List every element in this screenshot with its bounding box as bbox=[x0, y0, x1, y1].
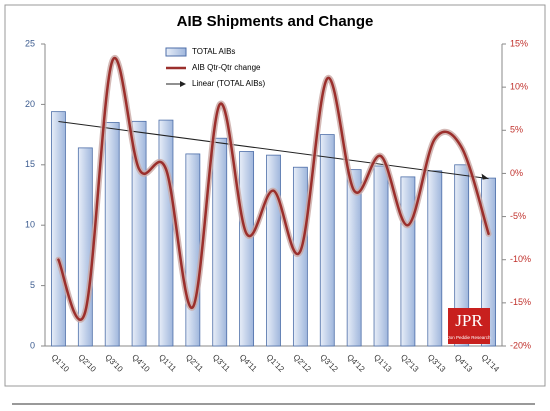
y2-tick-label: 0% bbox=[510, 168, 523, 178]
legend-arrow bbox=[180, 81, 186, 87]
bar bbox=[51, 111, 66, 347]
bar bbox=[427, 170, 443, 347]
y2-tick-label: -20% bbox=[510, 340, 531, 350]
legend-label: TOTAL AIBs bbox=[192, 47, 235, 56]
bar bbox=[319, 134, 335, 347]
bar bbox=[104, 122, 120, 347]
legend-label: AIB Qtr-Qtr change bbox=[192, 63, 261, 72]
y2-tick-label: -10% bbox=[510, 254, 531, 264]
line bbox=[57, 56, 490, 321]
y-tick-label: 15 bbox=[25, 159, 35, 169]
y-tick-label: 5 bbox=[30, 280, 35, 290]
logo bbox=[448, 308, 490, 344]
y2-tick-label: -15% bbox=[510, 297, 531, 307]
bar bbox=[346, 169, 362, 347]
y-tick-label: 20 bbox=[25, 99, 35, 109]
y2-tick-label: 15% bbox=[510, 38, 528, 48]
y-tick-label: 0 bbox=[30, 340, 35, 350]
bar bbox=[158, 119, 174, 347]
bar bbox=[212, 137, 228, 347]
y-tick-label: 10 bbox=[25, 220, 35, 230]
bar bbox=[266, 154, 281, 347]
trend-arrow bbox=[481, 173, 489, 180]
chart-title: AIB Shipments and Change bbox=[177, 13, 374, 30]
bar bbox=[400, 176, 416, 347]
y-tick-label: 25 bbox=[25, 38, 35, 48]
y2-tick-label: -5% bbox=[510, 211, 526, 221]
bar bbox=[292, 166, 308, 347]
bar bbox=[185, 153, 201, 347]
logo-title: JPR bbox=[455, 311, 483, 330]
bar bbox=[131, 120, 147, 347]
bar bbox=[239, 151, 255, 347]
legend-label: Linear (TOTAL AIBs) bbox=[192, 79, 266, 88]
bar bbox=[454, 164, 470, 347]
logo-subtitle: Jon Peddie Research bbox=[447, 335, 491, 340]
y2-tick-label: 5% bbox=[510, 125, 523, 135]
y2-tick-label: 10% bbox=[510, 82, 528, 92]
legend-swatch bbox=[165, 47, 187, 57]
bar bbox=[373, 165, 389, 347]
